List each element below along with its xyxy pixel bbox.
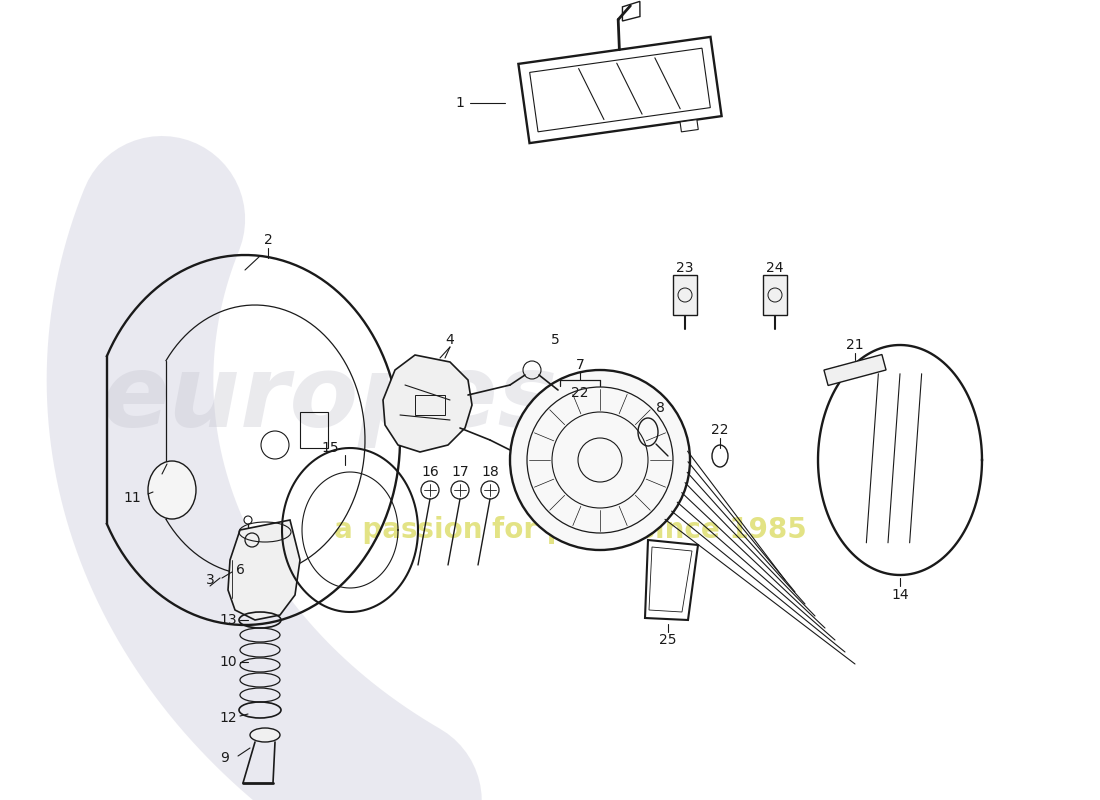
Text: a passion for parts since 1985: a passion for parts since 1985 xyxy=(333,516,806,544)
Text: 10: 10 xyxy=(219,655,236,669)
Polygon shape xyxy=(228,520,300,620)
Text: 1: 1 xyxy=(455,96,464,110)
Text: 2: 2 xyxy=(264,233,273,247)
Text: 9: 9 xyxy=(221,751,230,765)
Polygon shape xyxy=(673,275,697,315)
Text: 11: 11 xyxy=(123,491,141,505)
Polygon shape xyxy=(680,119,698,132)
Polygon shape xyxy=(763,275,786,315)
Text: 6: 6 xyxy=(235,563,244,577)
Text: 23: 23 xyxy=(676,261,694,275)
Text: 25: 25 xyxy=(659,633,676,647)
Text: 22: 22 xyxy=(571,386,588,400)
Text: 24: 24 xyxy=(767,261,783,275)
Text: 14: 14 xyxy=(891,588,909,602)
Text: 22: 22 xyxy=(712,423,728,437)
Text: 21: 21 xyxy=(846,338,864,352)
Text: 7: 7 xyxy=(575,358,584,372)
Ellipse shape xyxy=(250,728,280,742)
Text: 4: 4 xyxy=(446,333,454,347)
Text: 15: 15 xyxy=(321,441,339,455)
Text: 13: 13 xyxy=(219,613,236,627)
Text: 3: 3 xyxy=(206,573,214,587)
Text: 5: 5 xyxy=(551,333,560,347)
Ellipse shape xyxy=(148,461,196,519)
Text: 18: 18 xyxy=(481,465,499,479)
Polygon shape xyxy=(824,354,886,386)
Text: 12: 12 xyxy=(219,711,236,725)
Polygon shape xyxy=(383,355,472,452)
Text: 8: 8 xyxy=(656,401,664,415)
Text: 16: 16 xyxy=(421,465,439,479)
Circle shape xyxy=(510,370,690,550)
Text: europes: europes xyxy=(102,351,558,449)
Text: 17: 17 xyxy=(451,465,469,479)
